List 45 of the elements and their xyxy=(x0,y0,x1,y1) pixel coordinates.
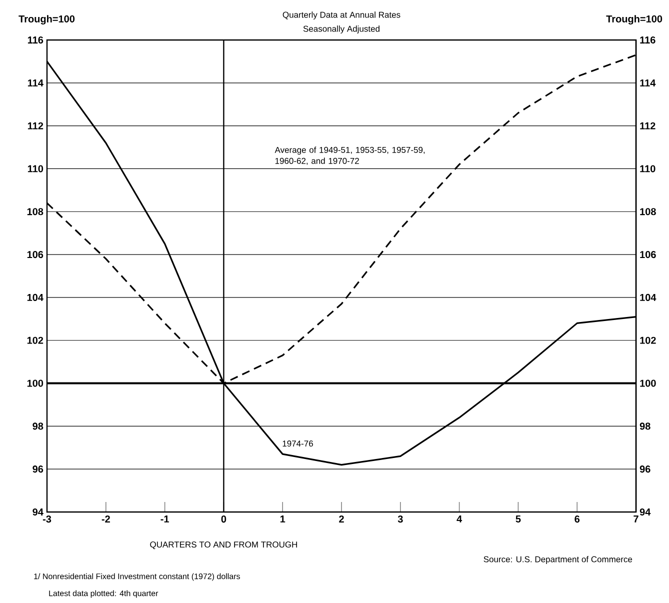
x-tick-label: -1 xyxy=(160,516,169,522)
text: Average of 1949-51, 1953-55, 1957-59, 1960-62, and 1970-72 xyxy=(274,146,425,165)
y2-tick-label: 114 xyxy=(640,79,656,86)
y2-tick-label: 106 xyxy=(640,251,656,258)
y-tick-label: 112 xyxy=(28,122,44,130)
y-tick-label: 98 xyxy=(32,422,44,430)
y2-tick-label: 98 xyxy=(640,422,650,430)
y2-tick-label: 102 xyxy=(640,336,656,344)
y-axis-title: Trough=100 xyxy=(18,15,75,24)
y-tick-label: 110 xyxy=(28,165,44,172)
chart-title: Quarterly Data at Annual Rates xyxy=(282,12,400,20)
text: Latest data plotted: 4th quarter xyxy=(49,590,158,598)
text: 1/ Nonresidential Fixed Investment constant (1972) dollars xyxy=(34,573,240,581)
y-tick-label: 106 xyxy=(27,251,44,258)
y-tick-label: 94 xyxy=(32,508,44,516)
y-tick-label: 108 xyxy=(27,208,44,216)
y2-tick-label: 96 xyxy=(640,466,650,473)
y2-tick-label: 104 xyxy=(640,294,656,301)
y2-tick-label: 116 xyxy=(640,36,656,44)
x-tick-label: 7 xyxy=(634,516,638,522)
y-tick-label: 102 xyxy=(27,336,44,344)
x-tick-label: 1 xyxy=(280,516,286,522)
x-tick-label: -2 xyxy=(102,516,110,523)
x-tick-label: -3 xyxy=(42,516,52,523)
y2-tick-label: 110 xyxy=(640,165,656,172)
y2-tick-label: 100 xyxy=(640,380,656,387)
y-tick-label: 116 xyxy=(28,36,44,44)
y-tick-label: 100 xyxy=(27,380,44,387)
y-tick-label: 96 xyxy=(32,466,44,473)
y2-tick-label: 108 xyxy=(640,208,656,216)
source-note: Source: U.S. Department of Commerce xyxy=(484,556,632,564)
chart-subtitle: Seasonally Adjusted xyxy=(303,26,380,34)
x-tick-label: 0 xyxy=(221,516,226,523)
x-tick-label: 6 xyxy=(574,516,580,523)
x-tick-label: 5 xyxy=(516,516,521,523)
x-tick-label: 2 xyxy=(339,516,344,523)
y2-tick-label: 112 xyxy=(640,122,656,130)
y2-tick-label: 94 xyxy=(640,508,651,516)
y-tick-label: 104 xyxy=(27,294,44,301)
y-tick-label: 114 xyxy=(28,79,44,86)
series-label: 1974-76 xyxy=(282,440,313,447)
x-tick-label: 4 xyxy=(456,516,462,522)
x-tick-label: 3 xyxy=(398,516,403,523)
y2-axis-title: Trough=100 xyxy=(606,15,662,24)
x-axis-title: QUARTERS TO AND FROM TROUGH xyxy=(150,542,297,550)
